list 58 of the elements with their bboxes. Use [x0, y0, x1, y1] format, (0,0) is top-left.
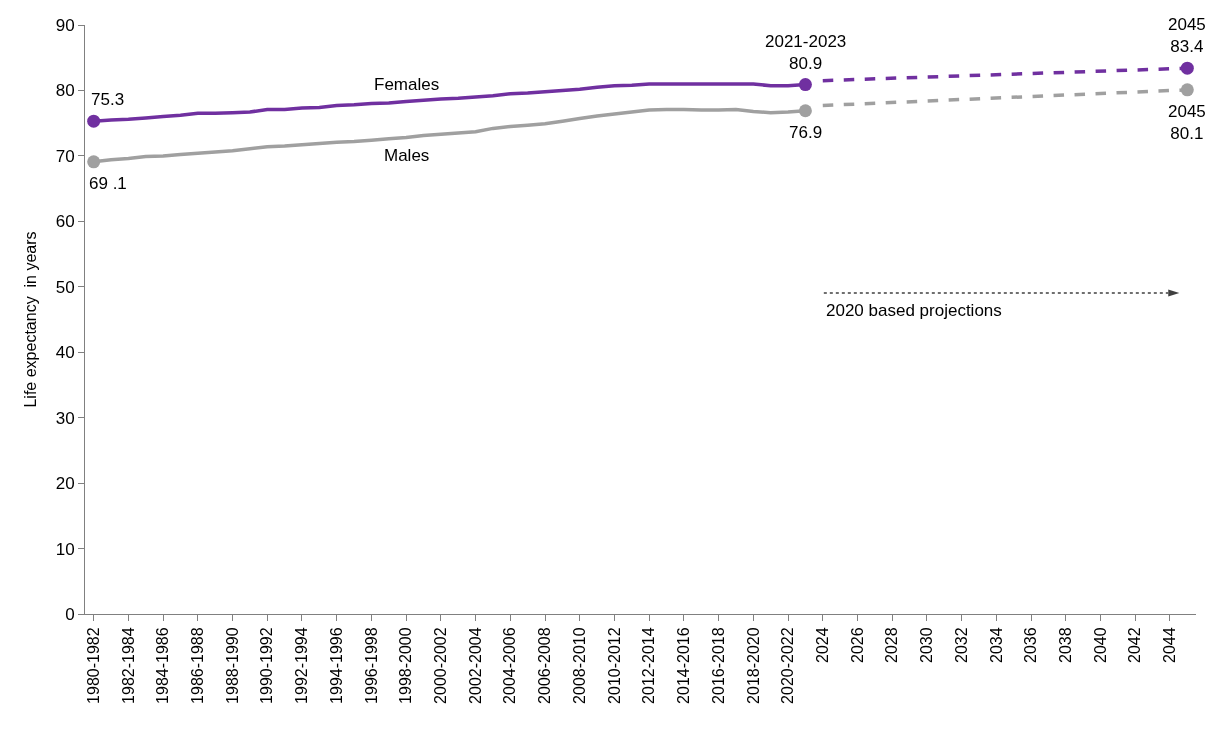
point	[1180, 61, 1194, 75]
y-axis-title: Life expectancy in years	[21, 231, 39, 408]
x-tick-label: 2030	[918, 627, 936, 663]
x-tick-label: 2036	[1022, 627, 1040, 663]
series-label: Females	[374, 75, 440, 94]
y-tick-label: 80	[55, 81, 75, 101]
data-label: 2021-2023 80.9	[765, 32, 847, 74]
x-tick-label: 1986-1988	[189, 627, 207, 704]
point	[87, 114, 101, 128]
x-tick-label: 2010-2012	[605, 627, 623, 704]
x-tick-label: 1984-1986	[154, 627, 172, 704]
x-tick-label: 1980-1982	[84, 627, 102, 704]
y-tick-label: 70	[55, 146, 75, 166]
x-tick-label: 2018-2020	[744, 627, 762, 704]
y-tick-label: 10	[55, 539, 75, 559]
y-tick-label: 60	[55, 212, 75, 232]
annotation: 2020 based projections	[826, 301, 1002, 320]
x-tick-label: 1996-1998	[362, 627, 380, 704]
x-tick-label: 1988-1990	[223, 627, 241, 704]
x-tick-label: 2024	[813, 627, 831, 663]
x-tick-label: 1998-2000	[397, 627, 415, 704]
point	[798, 78, 812, 92]
x-tick-label: 2034	[987, 627, 1005, 663]
data-label: 69 .1	[89, 174, 127, 193]
x-tick-label: 2038	[1057, 627, 1074, 663]
x-tick-label: 2000-2002	[432, 627, 450, 704]
y-tick-label: 90	[55, 15, 75, 35]
point	[798, 104, 812, 118]
y-tick-label: 20	[55, 474, 75, 494]
x-tick-label: 1992-1994	[293, 627, 311, 704]
x-tick-label: 2004-2006	[501, 627, 519, 704]
x-tick-label: 2020-2022	[779, 627, 797, 704]
x-tick-label: 2014-2016	[675, 627, 693, 704]
x-tick-label: 2016-2018	[709, 627, 727, 704]
y-tick-label: 0	[65, 604, 75, 624]
x-tick-label: 1994-1996	[327, 627, 345, 704]
x-tick-label: 2012-2014	[640, 627, 658, 704]
x-tick-label: 2002-2004	[466, 627, 484, 704]
data-label: 76.9	[789, 123, 823, 142]
x-tick-label: 2044	[1161, 627, 1179, 663]
x-tick-label: 1990-1992	[258, 627, 276, 704]
data-label: 2045 83.4	[1168, 15, 1206, 57]
x-tick-label: 1982-1984	[119, 627, 137, 704]
y-tick-label: 50	[55, 277, 75, 297]
x-tick-label: 2026	[848, 627, 866, 663]
series-label: Males	[384, 146, 430, 165]
point	[87, 155, 101, 169]
data-label: 2045 80.1	[1168, 102, 1206, 144]
x-tick-label: 2028	[883, 627, 901, 663]
y-tick-label: 40	[55, 343, 75, 363]
x-tick-label: 2006-2008	[536, 627, 554, 704]
y-tick-label: 30	[55, 408, 75, 428]
x-tick-label: 2042	[1126, 627, 1144, 663]
x-tick-label: 2008-2010	[570, 627, 588, 704]
point	[1180, 83, 1194, 97]
x-tick-label: 2032	[952, 627, 970, 663]
data-label: 75.3	[91, 90, 125, 109]
x-tick-label: 2040	[1091, 627, 1109, 663]
